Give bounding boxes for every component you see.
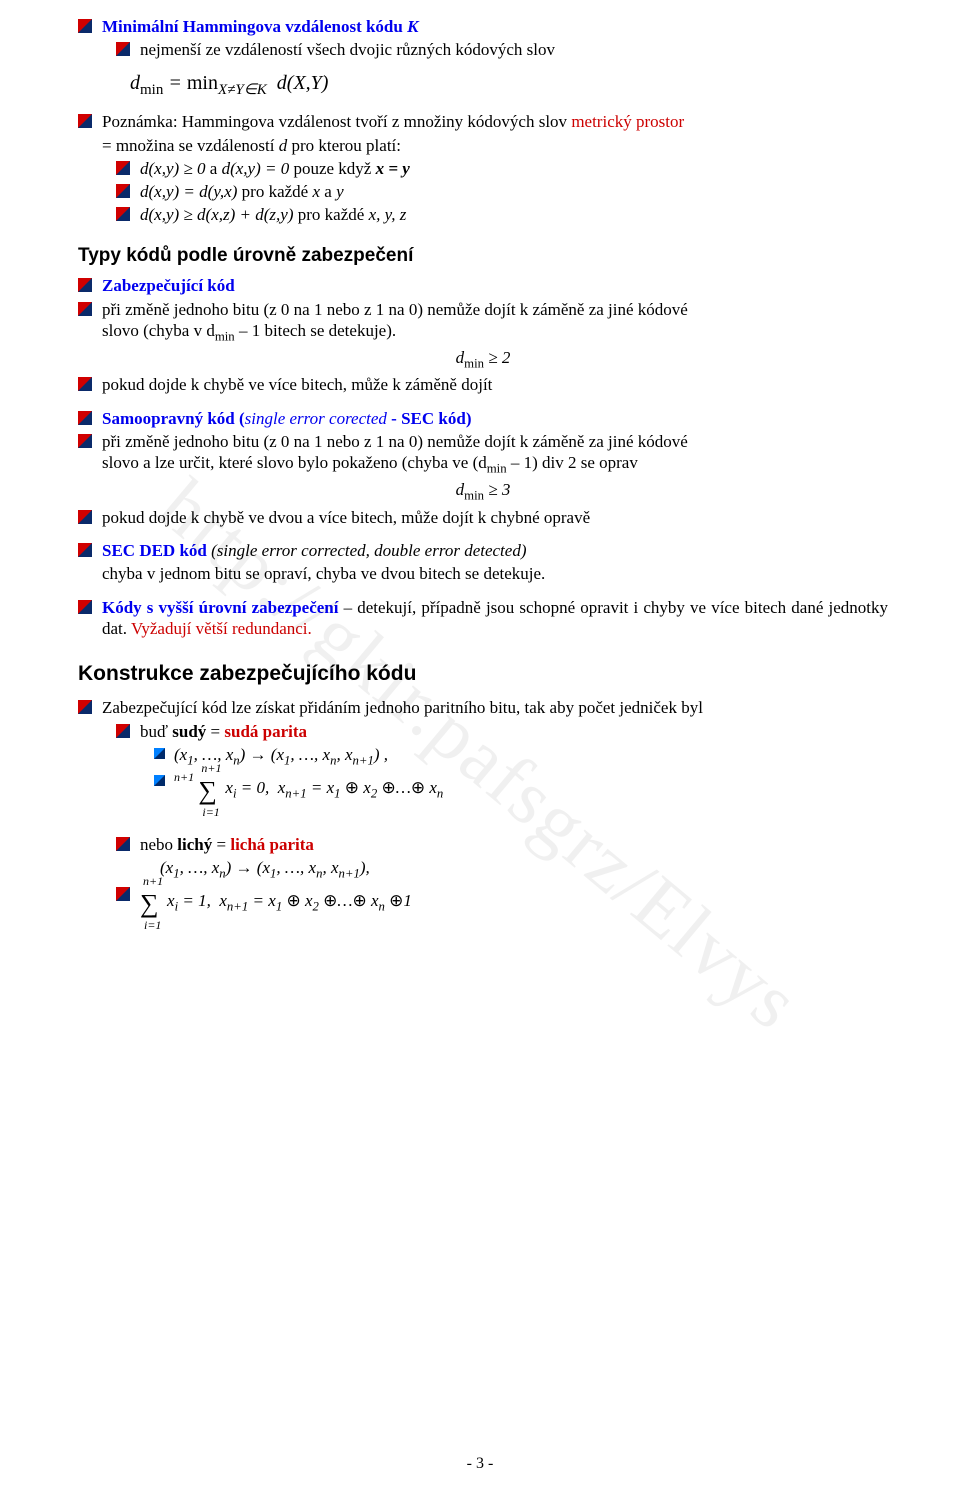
zk-eq: dmin ≥ 2 (78, 347, 888, 372)
kzk-line1: Zabezpečující kód lze získat přidáním je… (78, 697, 888, 718)
so-b1-text: při změně jednoho bitu (z 0 na 1 nebo z … (102, 431, 688, 478)
kzk-map1: (x1, …, xn) → (x1, …, xn, xn+1) , (154, 744, 888, 769)
prop-2: d(x,y) = d(y,x) pro každé x a y (116, 181, 888, 202)
zk-title-line: Zabezpečující kód (78, 275, 888, 296)
section-types: Typy kódů podle úrovně zabezpečení (78, 244, 888, 268)
subline-1: nejmenší ze vzdáleností všech dvojic růz… (116, 39, 888, 60)
bullet-square-icon (78, 510, 92, 524)
kzk-sum0-text: n+1 n+1 ∑ i=1 xi = 0, xn+1 = x1 ⊕ x2 ⊕…⊕… (174, 775, 443, 808)
section-types-heading: Typy kódů podle úrovně zabezpečení (78, 244, 888, 268)
bullet-square-icon (78, 377, 92, 391)
bullet-square-icon (116, 42, 130, 56)
bullet-square-icon (116, 724, 130, 738)
kzk-line1-text: Zabezpečující kód lze získat přidáním je… (102, 697, 703, 718)
kzk-sudy: buď sudý = sudá parita (116, 721, 888, 742)
bullet-square-icon (78, 700, 92, 714)
kzk-sudy-text: buď sudý = sudá parita (140, 721, 307, 742)
bullet-square-icon (78, 434, 92, 448)
kzk-map2: (x1, …, xn) → (x1, …, xn, xn+1), (140, 857, 888, 882)
bullet-square-icon (116, 207, 130, 221)
bullet-square-icon (116, 887, 130, 901)
subline-1-text: nejmenší ze vzdáleností všech dvojic růz… (140, 39, 555, 60)
kzk-lichy-text: nebo lichý = lichá parita (140, 834, 314, 855)
kzk-map2-text: (x1, …, xn) → (x1, …, xn, xn+1), (160, 857, 370, 882)
title-text: Minimální Hammingova vzdálenost kódu K (102, 16, 418, 37)
so-title-line: Samoopravný kód (single error corected -… (78, 408, 888, 429)
kzk-sum1: n+1 ∑ i=1 xi = 1, xn+1 = x1 ⊕ x2 ⊕…⊕ xn … (116, 884, 888, 925)
kzk-sum1-text: n+1 ∑ i=1 xi = 1, xn+1 = x1 ⊕ x2 ⊕…⊕ xn … (140, 888, 412, 921)
bullet-square-icon (78, 19, 92, 33)
zk-b1-text: při změně jednoho bitu (z 0 na 1 nebo z … (102, 299, 688, 346)
bullet-square-icon (116, 161, 130, 175)
prop-2-text: d(x,y) = d(y,x) pro každé x a y (140, 181, 344, 202)
so-title: Samoopravný kód (single error corected -… (102, 408, 471, 429)
kv-text: Kódy s vyšší úrovní zabezpečení – deteku… (102, 597, 888, 640)
so-b2: pokud dojde k chybě ve dvou a více bitec… (78, 507, 888, 528)
bullet-square-icon (116, 837, 130, 851)
so-b1: při změně jednoho bitu (z 0 na 1 nebo z … (78, 431, 888, 478)
zk-b2: pokud dojde k chybě ve více bitech, může… (78, 374, 888, 395)
page-content: Minimální Hammingova vzdálenost kódu K n… (0, 0, 960, 967)
bullet-square-icon (78, 543, 92, 557)
kv-line: Kódy s vyšší úrovní zabezpečení – deteku… (78, 597, 888, 640)
so-b2-text: pokud dojde k chybě ve dvou a více bitec… (102, 507, 590, 528)
so-eq: dmin ≥ 3 (78, 479, 888, 504)
bullet-square-icon (78, 114, 92, 128)
bullet-square-icon (78, 600, 92, 614)
sd-title: SEC DED kód (single error corrected, dou… (102, 540, 526, 561)
note-cont: = množina se vzdáleností d pro kterou pl… (102, 135, 888, 156)
kzk-lichy: nebo lichý = lichá parita (116, 834, 888, 855)
bullet-square-icon (116, 184, 130, 198)
zk-b1: při změně jednoho bitu (z 0 na 1 nebo z … (78, 299, 888, 346)
note-text: Poznámka: Hammingova vzdálenost tvoří z … (102, 111, 684, 132)
prop-3: d(x,y) ≥ d(x,z) + d(z,y) pro každé x, y,… (116, 204, 888, 225)
zk-b2-text: pokud dojde k chybě ve více bitech, může… (102, 374, 492, 395)
bullet-square-icon (78, 278, 92, 292)
title-line: Minimální Hammingova vzdálenost kódu K (78, 16, 888, 37)
subbullet-square-icon (154, 748, 165, 759)
zk-title: Zabezpečující kód (102, 275, 235, 296)
prop-3-text: d(x,y) ≥ d(x,z) + d(z,y) pro každé x, y,… (140, 204, 406, 225)
bullet-square-icon (78, 302, 92, 316)
subbullet-square-icon (154, 775, 165, 786)
sd-line: chyba v jednom bitu se opraví, chyba ve … (102, 563, 888, 584)
bullet-square-icon (78, 411, 92, 425)
dmin-formula: dmin = minX≠Y∈K d(X,Y) (130, 71, 888, 100)
note-line: Poznámka: Hammingova vzdálenost tvoří z … (78, 111, 888, 132)
section-kzk-heading: Konstrukce zabezpečujícího kódu (78, 661, 888, 687)
sd-title-line: SEC DED kód (single error corrected, dou… (78, 540, 888, 561)
prop-1: d(x,y) ≥ 0 a d(x,y) = 0 pouze když x = y (116, 158, 888, 179)
prop-1-text: d(x,y) ≥ 0 a d(x,y) = 0 pouze když x = y (140, 158, 410, 179)
kzk-sum0: n+1 n+1 ∑ i=1 xi = 0, xn+1 = x1 ⊕ x2 ⊕…⊕… (154, 771, 888, 812)
page-number: - 3 - (0, 1454, 960, 1474)
